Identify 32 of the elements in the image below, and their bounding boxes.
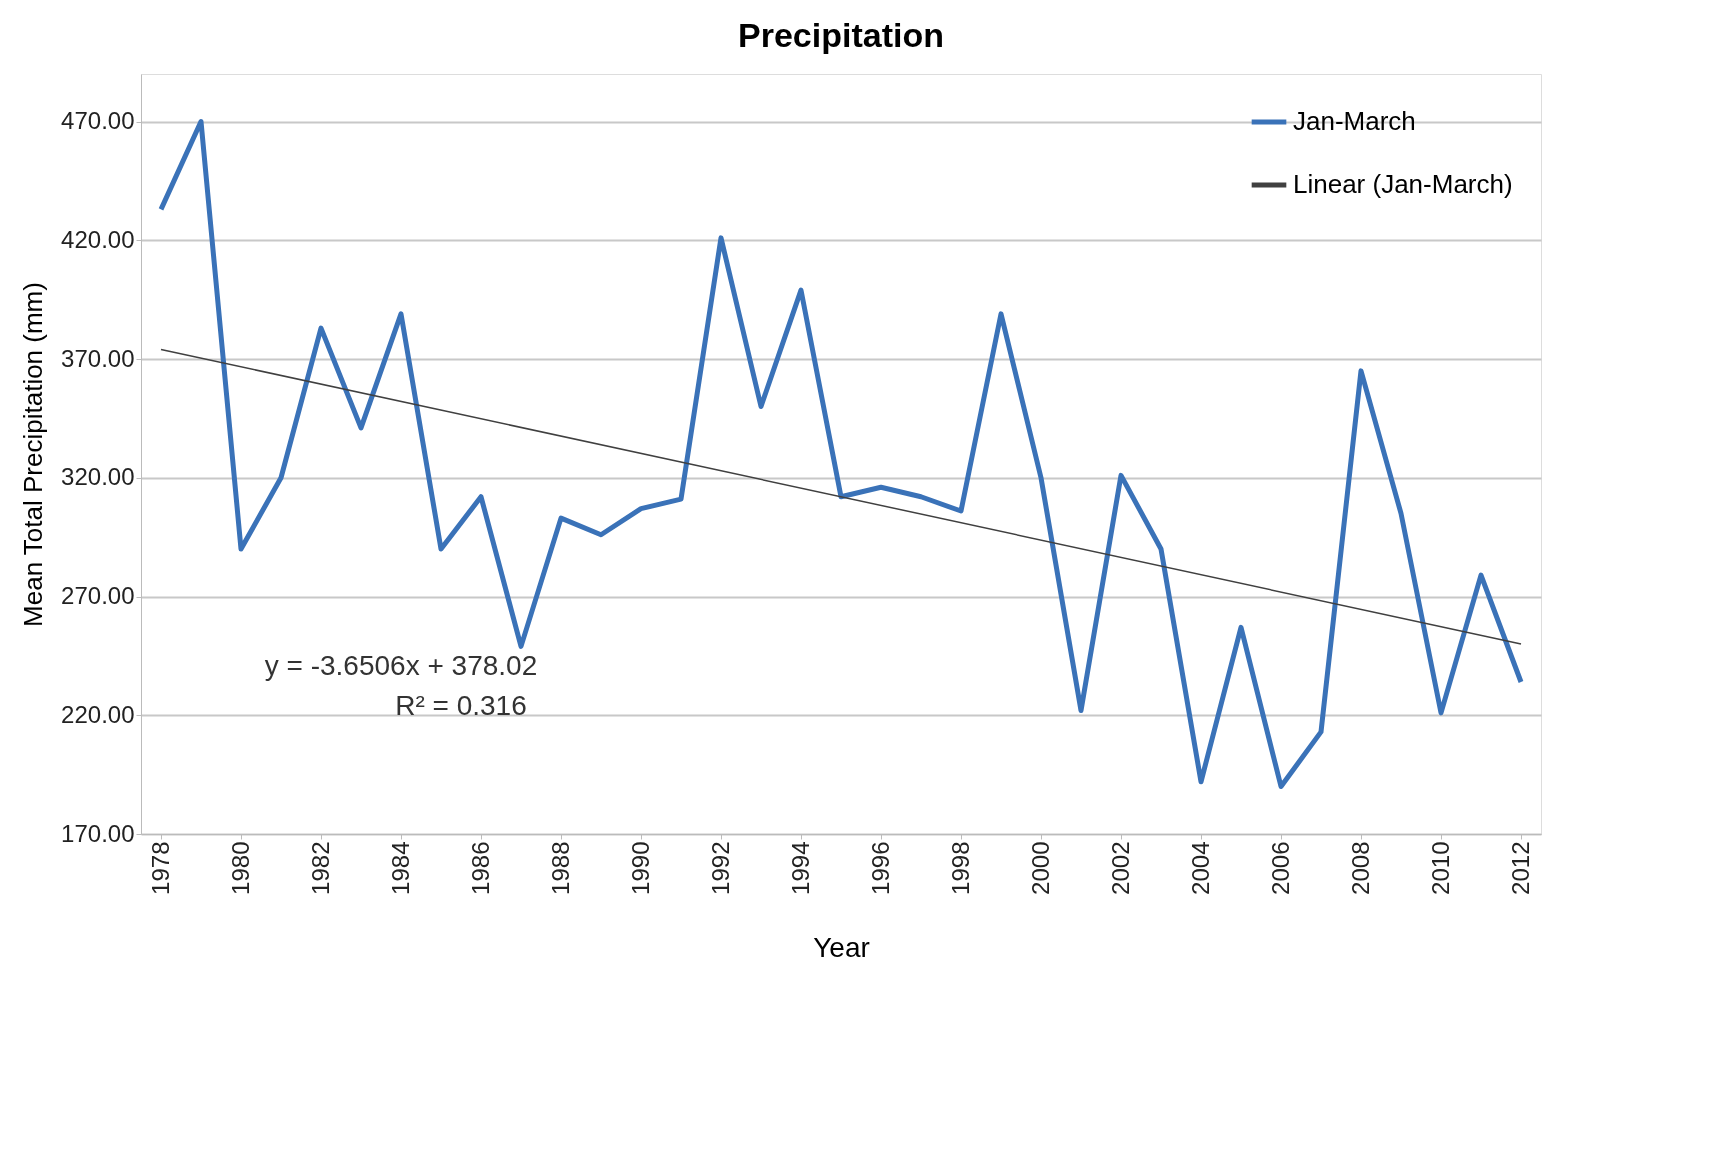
x-tick-label: 2002 — [1106, 841, 1134, 895]
x-axis-title: Year — [813, 931, 870, 963]
x-tick-label: 2004 — [1186, 841, 1214, 895]
x-tick-label: 2000 — [1026, 841, 1054, 895]
annotation: y = -3.6506x + 378.02 — [264, 649, 538, 681]
annotation: R² = 0.316 — [395, 689, 527, 721]
x-tick-label: 1994 — [786, 841, 814, 895]
x-tick-label: 1978 — [146, 841, 174, 895]
x-tick-label: 1998 — [946, 841, 974, 895]
y-tick-label: 270.00 — [61, 582, 135, 609]
legend-label: Linear (Jan-March) — [1293, 169, 1513, 199]
x-tick-label: 1984 — [386, 841, 414, 895]
y-tick-label: 320.00 — [61, 463, 135, 491]
y-axis-title: Mean Total Precipitation (mm) — [18, 282, 49, 627]
legend-label: Jan-March — [1293, 106, 1416, 136]
y-tick-label: 470.00 — [61, 107, 135, 134]
y-tick-label: 170.00 — [61, 819, 135, 847]
y-tick-label: 420.00 — [61, 225, 135, 253]
x-tick-label: 2006 — [1266, 841, 1294, 895]
x-tick-label: 2008 — [1346, 841, 1374, 895]
chart-title: Precipitation — [738, 16, 944, 54]
y-tick-label: 220.00 — [61, 700, 135, 728]
x-tick-label: 1982 — [306, 841, 334, 895]
x-tick-label: 1990 — [626, 841, 654, 895]
x-tick-label: 1996 — [866, 841, 894, 895]
x-tick-label: 1980 — [226, 841, 254, 895]
x-tick-label: 1986 — [466, 841, 494, 895]
x-tick-label: 1992 — [706, 841, 734, 895]
x-tick-label: 1988 — [546, 841, 574, 895]
x-tick-label: 2012 — [1506, 841, 1534, 895]
y-tick-label: 370.00 — [61, 344, 135, 372]
x-tick-label: 2010 — [1426, 841, 1454, 895]
